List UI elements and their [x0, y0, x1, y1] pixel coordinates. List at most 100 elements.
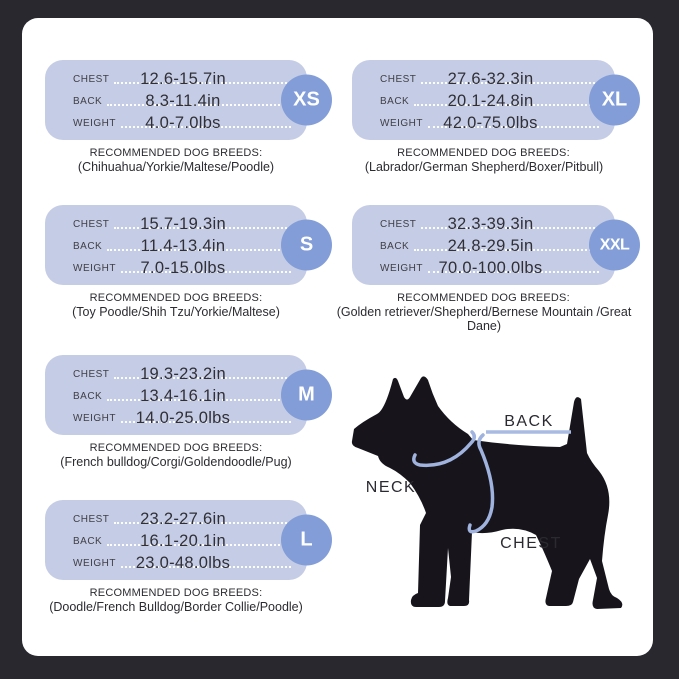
back-diagram-label: BACK [504, 413, 554, 430]
dotted-leader [414, 104, 599, 106]
size-card-xs: CHEST 12.6-15.7in BACK 8.3-11.4in WEIGHT… [45, 60, 332, 140]
size-badge-s: S [281, 219, 332, 271]
back-label: BACK [73, 96, 103, 107]
breeds-list-m: (French bulldog/Corgi/Goldendoodle/Pug) [60, 455, 292, 469]
size-card-xl: CHEST 27.6-32.3in BACK 20.1-24.8in WEIGH… [352, 60, 640, 140]
dotted-leader [107, 399, 291, 401]
weight-row: WEIGHT 70.0-100.0lbs [380, 256, 601, 278]
back-value: 16.1-20.1in [140, 532, 226, 551]
breeds-list-xl: (Labrador/German Shepherd/Boxer/Pitbull) [364, 160, 604, 174]
size-badge-xs: XS [281, 74, 332, 126]
back-row: BACK 13.4-16.1in [73, 384, 293, 406]
back-row: BACK 20.1-24.8in [380, 89, 601, 111]
breeds-list-xxl: (Golden retriever/Shepherd/Bernese Mount… [336, 305, 632, 333]
recommended-heading: RECOMMENDED DOG BREEDS: [89, 442, 263, 454]
chest-label: CHEST [73, 369, 110, 380]
chest-label: CHEST [73, 514, 110, 525]
chest-label: CHEST [73, 219, 110, 230]
weight-row: WEIGHT 4.0-7.0lbs [73, 111, 293, 133]
size-card-l: CHEST 23.2-27.6in BACK 16.1-20.1in WEIGH… [45, 500, 332, 580]
chest-value: 23.2-27.6in [140, 510, 226, 529]
size-block-xs: CHEST 12.6-15.7in BACK 8.3-11.4in WEIGHT… [45, 60, 332, 175]
dotted-leader [121, 566, 291, 568]
size-badge-l: L [281, 514, 332, 566]
dotted-leader [421, 227, 599, 229]
size-block-m: CHEST 19.3-23.2in BACK 13.4-16.1in WEIGH… [45, 355, 332, 470]
chest-label: CHEST [73, 74, 110, 85]
chest-row: CHEST 19.3-23.2in [73, 362, 293, 384]
size-card-m: CHEST 19.3-23.2in BACK 13.4-16.1in WEIGH… [45, 355, 332, 435]
chest-row: CHEST 27.6-32.3in [380, 67, 601, 89]
weight-label: WEIGHT [73, 413, 116, 424]
weight-value: 23.0-48.0lbs [135, 554, 231, 573]
dotted-leader [121, 421, 291, 423]
weight-row: WEIGHT 7.0-15.0lbs [73, 256, 293, 278]
recommended-heading: RECOMMENDED DOG BREEDS: [397, 292, 570, 304]
weight-label: WEIGHT [73, 558, 116, 569]
back-row: BACK 16.1-20.1in [73, 529, 293, 551]
size-card-s: CHEST 15.7-19.3in BACK 11.4-13.4in WEIGH… [45, 205, 332, 285]
chest-value: 32.3-39.3in [447, 215, 534, 234]
weight-label: WEIGHT [73, 263, 116, 274]
weight-value: 14.0-25.0lbs [135, 409, 231, 428]
recommended-heading: RECOMMENDED DOG BREEDS: [397, 147, 570, 159]
back-label: BACK [73, 391, 103, 402]
chest-value: 12.6-15.7in [140, 70, 226, 89]
dotted-leader [114, 82, 291, 84]
weight-value: 70.0-100.0lbs [438, 259, 543, 278]
size-block-xl: CHEST 27.6-32.3in BACK 20.1-24.8in WEIGH… [352, 60, 640, 175]
chest-value: 27.6-32.3in [447, 70, 534, 89]
breeds-list-xs: (Chihuahua/Yorkie/Maltese/Poodle) [77, 160, 275, 174]
back-row: BACK 8.3-11.4in [73, 89, 293, 111]
back-label: BACK [73, 536, 103, 547]
back-row: BACK 11.4-13.4in [73, 234, 293, 256]
dotted-leader [114, 377, 291, 379]
chest-row: CHEST 23.2-27.6in [73, 507, 293, 529]
breeds-list-l: (Doodle/French Bulldog/Border Collie/Poo… [49, 600, 303, 614]
back-value: 13.4-16.1in [140, 387, 226, 406]
chest-value: 19.3-23.2in [140, 365, 226, 384]
recommended-heading: RECOMMENDED DOG BREEDS: [89, 587, 263, 599]
size-badge-xxl: XXL [589, 219, 640, 271]
size-chart-panel: CHEST 12.6-15.7in BACK 8.3-11.4in WEIGHT… [22, 18, 653, 656]
weight-label: WEIGHT [380, 263, 423, 274]
chest-strap-line [467, 433, 495, 534]
dotted-leader [121, 271, 291, 273]
size-block-s: CHEST 15.7-19.3in BACK 11.4-13.4in WEIGH… [45, 205, 332, 320]
size-block-l: CHEST 23.2-27.6in BACK 16.1-20.1in WEIGH… [45, 500, 332, 615]
back-label: BACK [73, 241, 103, 252]
dog-diagram-svg: BACK NECK CHEST [351, 376, 623, 609]
back-value: 20.1-24.8in [447, 92, 534, 111]
dotted-leader [107, 544, 291, 546]
chest-row: CHEST 12.6-15.7in [73, 67, 293, 89]
size-card-xxl: CHEST 32.3-39.3in BACK 24.8-29.5in WEIGH… [352, 205, 640, 285]
weight-row: WEIGHT 42.0-75.0lbs [380, 111, 601, 133]
dotted-leader [428, 271, 599, 273]
recommended-heading: RECOMMENDED DOG BREEDS: [89, 292, 263, 304]
dog-silhouette [351, 376, 623, 609]
size-badge-m: M [281, 369, 332, 421]
neck-diagram-label: NECK [366, 479, 416, 496]
weight-label: WEIGHT [380, 118, 423, 129]
back-value: 11.4-13.4in [140, 237, 226, 256]
back-row: BACK 24.8-29.5in [380, 234, 601, 256]
weight-label: WEIGHT [73, 118, 116, 129]
weight-value: 7.0-15.0lbs [140, 259, 226, 278]
back-value: 24.8-29.5in [447, 237, 534, 256]
dotted-leader [107, 104, 291, 106]
chest-row: CHEST 15.7-19.3in [73, 212, 293, 234]
dotted-leader [121, 126, 291, 128]
weight-value: 42.0-75.0lbs [443, 114, 538, 133]
weight-row: WEIGHT 14.0-25.0lbs [73, 406, 293, 428]
size-block-xxl: CHEST 32.3-39.3in BACK 24.8-29.5in WEIGH… [337, 205, 640, 334]
recommended-heading: RECOMMENDED DOG BREEDS: [89, 147, 263, 159]
chest-label: CHEST [380, 219, 417, 230]
dotted-leader [414, 249, 599, 251]
chest-diagram-label: CHEST [500, 535, 562, 552]
chest-value: 15.7-19.3in [140, 215, 226, 234]
dotted-leader [428, 126, 599, 128]
back-value: 8.3-11.4in [145, 92, 221, 111]
dotted-leader [421, 82, 599, 84]
weight-row: WEIGHT 23.0-48.0lbs [73, 551, 293, 573]
back-label: BACK [380, 96, 410, 107]
